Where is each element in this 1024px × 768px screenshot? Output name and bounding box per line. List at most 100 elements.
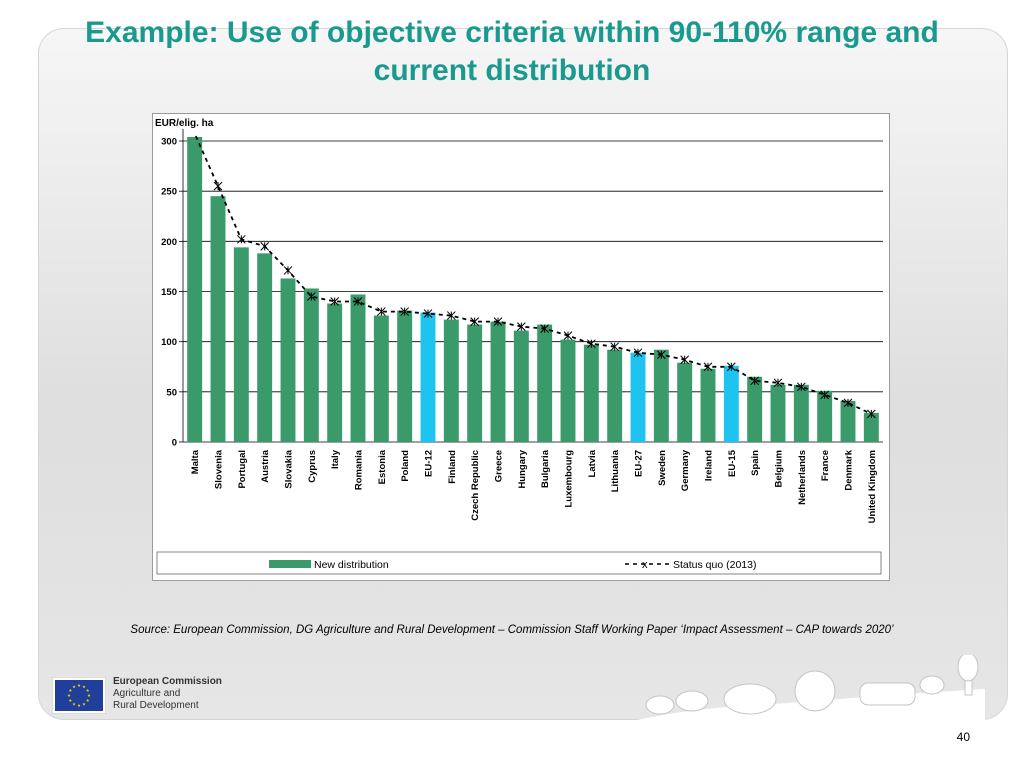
slide-title: Example: Use of objective criteria withi… [85, 16, 939, 87]
status-quo-marker [260, 241, 270, 251]
x-tick-label: Finland [447, 450, 458, 484]
x-tick-label: Hungary [517, 449, 528, 488]
bar [303, 288, 319, 442]
x-tick-label: Denmark [844, 449, 855, 490]
x-tick-label: Romania [354, 449, 365, 490]
x-tick-label: EU-27 [634, 450, 645, 477]
y-tick-label: 0 [172, 438, 177, 449]
status-quo-marker [283, 266, 293, 275]
status-quo-marker [703, 362, 713, 372]
status-quo-marker [680, 355, 690, 365]
org-name: European Commission [113, 676, 222, 687]
eu-flag-logo [52, 677, 106, 714]
eu-star [82, 702, 86, 706]
bar [583, 344, 599, 442]
bar [723, 365, 739, 442]
x-tick-label: Lithuania [610, 449, 621, 492]
bar [747, 376, 763, 442]
x-tick-label: Germany [680, 449, 691, 491]
status-quo-marker [493, 317, 503, 326]
chart-frame: EUR/elig. ha 0 50 100 150 200 250 300 Malta Slov… [152, 113, 890, 581]
dept-line-1: Agriculture and [113, 688, 181, 699]
bar [280, 278, 296, 442]
x-tick-label: Belgium [774, 450, 785, 487]
x-tick-label: Poland [400, 450, 411, 482]
y-tick-label: 100 [161, 337, 177, 348]
status-quo-marker [516, 322, 526, 331]
eu-star [82, 685, 86, 689]
eu-star [72, 685, 76, 689]
status-quo-marker [540, 324, 550, 333]
bar [513, 330, 529, 442]
y-tick-label: 300 [161, 137, 177, 148]
status-quo-line [195, 135, 872, 415]
source-note: Source: European Commission, DG Agricult… [130, 624, 894, 636]
y-tick-label: 250 [161, 187, 177, 198]
y-axis-label: EUR/elig. ha [155, 118, 214, 129]
status-quo-marker [353, 297, 363, 306]
status-quo-marker [773, 378, 783, 388]
x-tick-label: EU-12 [424, 450, 435, 477]
status-quo-marker [656, 350, 666, 360]
status-quo-marker [563, 331, 573, 341]
bar [817, 390, 833, 442]
legend-label-new-distribution: New distribution [314, 559, 389, 571]
bar [210, 196, 226, 442]
eu-star [67, 693, 71, 697]
eu-star [86, 688, 90, 692]
x-tick-label: Spain [750, 450, 761, 476]
status-quo-marker [213, 181, 223, 191]
x-tick-label: Portugal [237, 450, 248, 489]
bar [187, 136, 203, 442]
bar [607, 349, 623, 442]
x-tick-label: Slovenia [214, 449, 225, 489]
eu-star [86, 698, 90, 702]
x-tick-label: Sweden [657, 450, 668, 486]
ec-branding: European Commission Agriculture and Rura… [113, 676, 222, 712]
legend: New distribution x Status quo (2013) [156, 551, 882, 575]
x-tick-label: Czech Republic [470, 450, 481, 521]
x-tick-label: Slovakia [284, 449, 295, 488]
bar [443, 319, 459, 442]
dept-line-2: Rural Development [113, 700, 199, 711]
bar [700, 368, 716, 442]
status-quo-marker [866, 409, 876, 419]
status-quo-marker [750, 376, 760, 386]
x-tick-label: Luxembourg [564, 450, 575, 508]
chart: EUR/elig. ha 0 50 100 150 200 250 300 Malta Slov… [155, 118, 883, 575]
x-tick-label: Greece [494, 450, 505, 482]
bar [630, 352, 646, 442]
x-tick-label: EU-15 [727, 449, 738, 477]
status-quo-marker [470, 317, 480, 326]
y-tick-label: 50 [166, 387, 177, 398]
bar [350, 294, 366, 442]
x-tick-label: Estonia [377, 449, 388, 484]
status-quo-marker [376, 307, 386, 316]
bar [327, 303, 343, 442]
y-tick-label: 150 [161, 287, 177, 298]
status-quo-marker [423, 309, 433, 318]
x-tick-label: Cyprus [307, 450, 318, 483]
bar [677, 362, 693, 442]
eu-star [68, 688, 72, 692]
page-number: 40 [956, 730, 970, 744]
status-quo-marker [610, 342, 620, 352]
legend-swatch-new-distribution [269, 560, 311, 568]
status-quo-marker [586, 339, 596, 349]
status-quo-marker [726, 362, 736, 372]
farm-animals-illustration [632, 655, 985, 725]
y-tick-label: 200 [161, 237, 177, 248]
bar [233, 247, 249, 442]
bar [653, 349, 669, 442]
legend-label-status-quo: Status quo (2013) [673, 559, 756, 571]
bar [560, 339, 576, 442]
eu-star [77, 683, 81, 687]
x-tick-label: Austria [260, 449, 271, 482]
status-quo-marker [796, 382, 806, 392]
legend-swatch-status-quo-marker: x [642, 559, 648, 571]
x-tick-label: Ireland [704, 450, 715, 481]
bar [397, 310, 413, 442]
x-tick-label: Bulgaria [540, 449, 551, 488]
x-tick-label: Italy [330, 449, 341, 469]
x-tick-label: Malta [190, 449, 201, 474]
